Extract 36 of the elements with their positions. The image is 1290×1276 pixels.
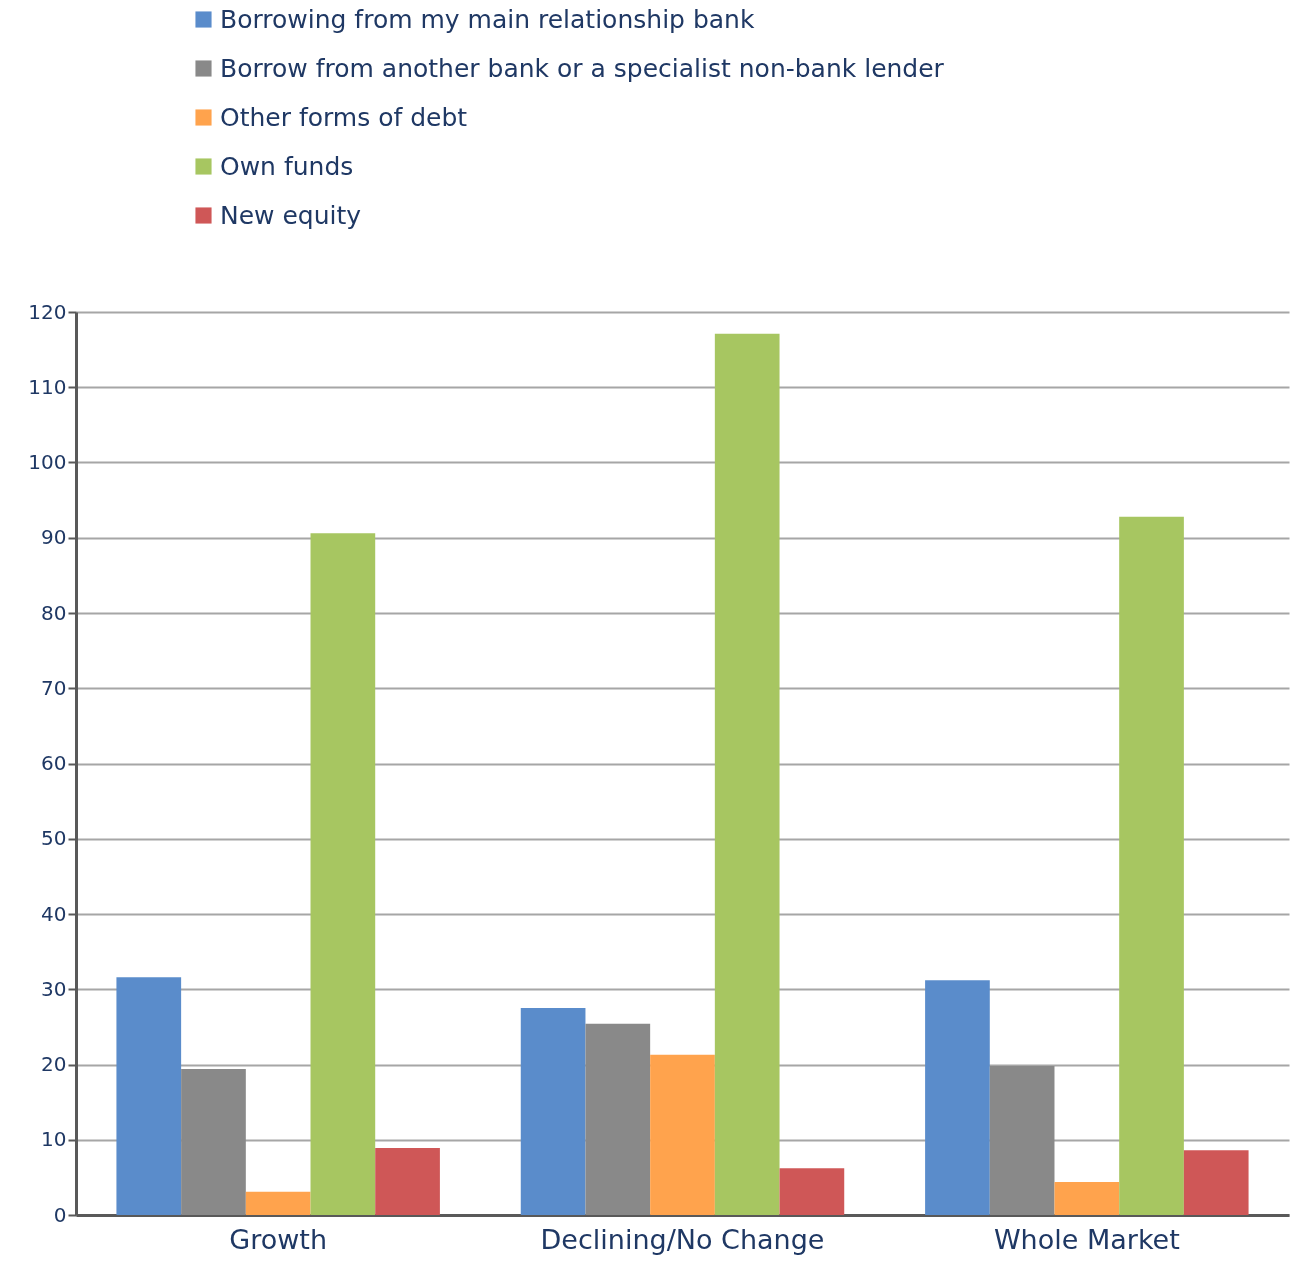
bar (1054, 1181, 1120, 1215)
bar (989, 1066, 1055, 1215)
legend-label: Own funds (220, 151, 354, 181)
y-tick-label: 110 (28, 374, 67, 399)
legend-label: Borrowing from my main relationship bank (220, 4, 755, 34)
bar (1183, 1150, 1249, 1215)
y-tick-label: 80 (41, 600, 67, 625)
y-tick-label: 90 (41, 525, 67, 550)
y-tick-label: 10 (41, 1127, 67, 1152)
y-tick-label: 50 (41, 826, 67, 851)
y-tick-label: 70 (41, 675, 67, 700)
y-tick-label: 40 (41, 901, 67, 926)
legend-label: Other forms of debt (220, 102, 468, 132)
bar (585, 1023, 651, 1215)
y-tick-label: 20 (41, 1052, 67, 1076)
bar (714, 333, 780, 1215)
bar (1119, 516, 1184, 1215)
bar (245, 1191, 311, 1215)
x-tick-label: Declining/No Change (540, 1223, 825, 1255)
y-tick-label: 0 (53, 1202, 67, 1227)
x-tick-label: Growth (229, 1223, 328, 1255)
y-tick-label: 100 (28, 450, 67, 474)
bar (925, 980, 990, 1215)
legend-label: New equity (220, 200, 362, 230)
y-tick-label: 120 (28, 299, 67, 324)
bar (779, 1168, 845, 1215)
y-tick-label: 60 (41, 751, 67, 775)
bar (181, 1069, 246, 1215)
x-tick-label: Whole Market (993, 1223, 1180, 1255)
y-tick-label: 30 (41, 976, 67, 1001)
bar (650, 1054, 715, 1215)
bar (310, 533, 376, 1215)
bar (116, 977, 182, 1215)
bar (375, 1148, 440, 1215)
legend-label: Borrow from another bank or a specialist non-bank lender (220, 53, 945, 83)
bar (520, 1008, 586, 1215)
